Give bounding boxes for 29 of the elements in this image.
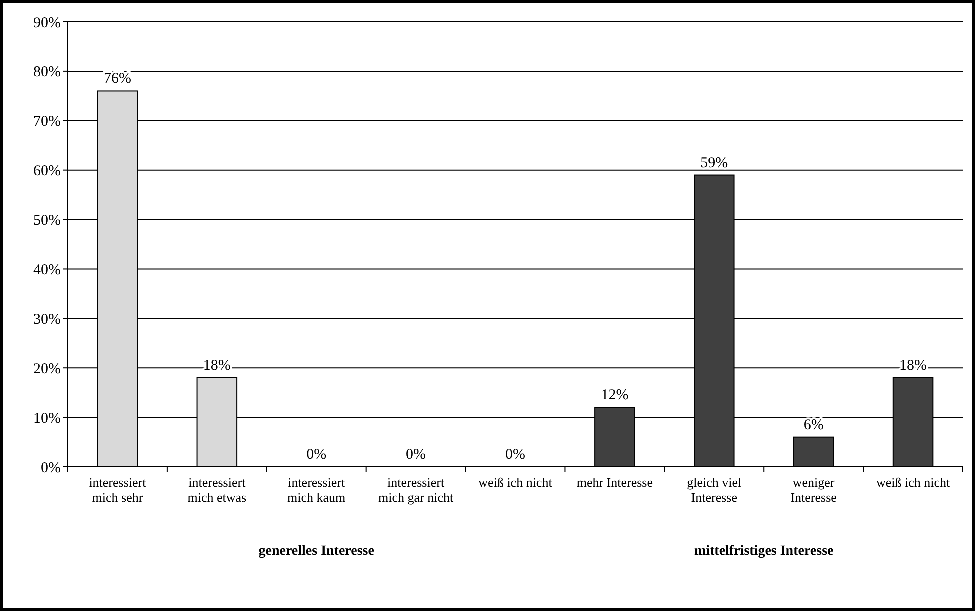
x-tick-label: interessiert mich gar nicht [378, 475, 454, 505]
text: generelles Interesse [258, 544, 374, 559]
text: mittelfristiges Interesse [694, 544, 834, 559]
x-tick-label: weiß ich nicht [876, 475, 950, 490]
y-tick-label: 0% [41, 460, 61, 476]
x-tick-label: gleich viel Interesse [687, 475, 742, 505]
x-tick-label: weniger Interesse [790, 475, 838, 505]
y-tick-label: 50% [34, 213, 61, 230]
y-tick-label: 30% [34, 312, 61, 328]
y-tick-label: 70% [34, 114, 61, 130]
x-tick-label: weiß ich nicht [478, 475, 553, 490]
y-tick-label: 20% [34, 361, 61, 378]
x-tick-label: mehr Interesse [576, 475, 654, 490]
y-tick-label: 10% [34, 410, 61, 427]
data-label: 0% [406, 447, 426, 463]
x-tick-label: interessiert mich kaum [288, 475, 346, 505]
data-label: 76% [104, 71, 132, 88]
y-tick-label: 40% [34, 262, 61, 278]
data-label: 59% [700, 155, 728, 172]
data-label: 12% [601, 388, 629, 404]
data-label: 0% [506, 447, 526, 463]
bar [793, 436, 834, 468]
y-tick-label: 80% [34, 64, 61, 81]
y-tick-label: 60% [34, 164, 61, 180]
data-label: 0% [306, 447, 327, 463]
x-tick-label: interessiert mich etwas [188, 475, 247, 505]
data-label: 6% [804, 417, 824, 434]
y-tick-label: 90% [34, 15, 61, 32]
x-tick-label: interessiert mich sehr [89, 475, 147, 505]
